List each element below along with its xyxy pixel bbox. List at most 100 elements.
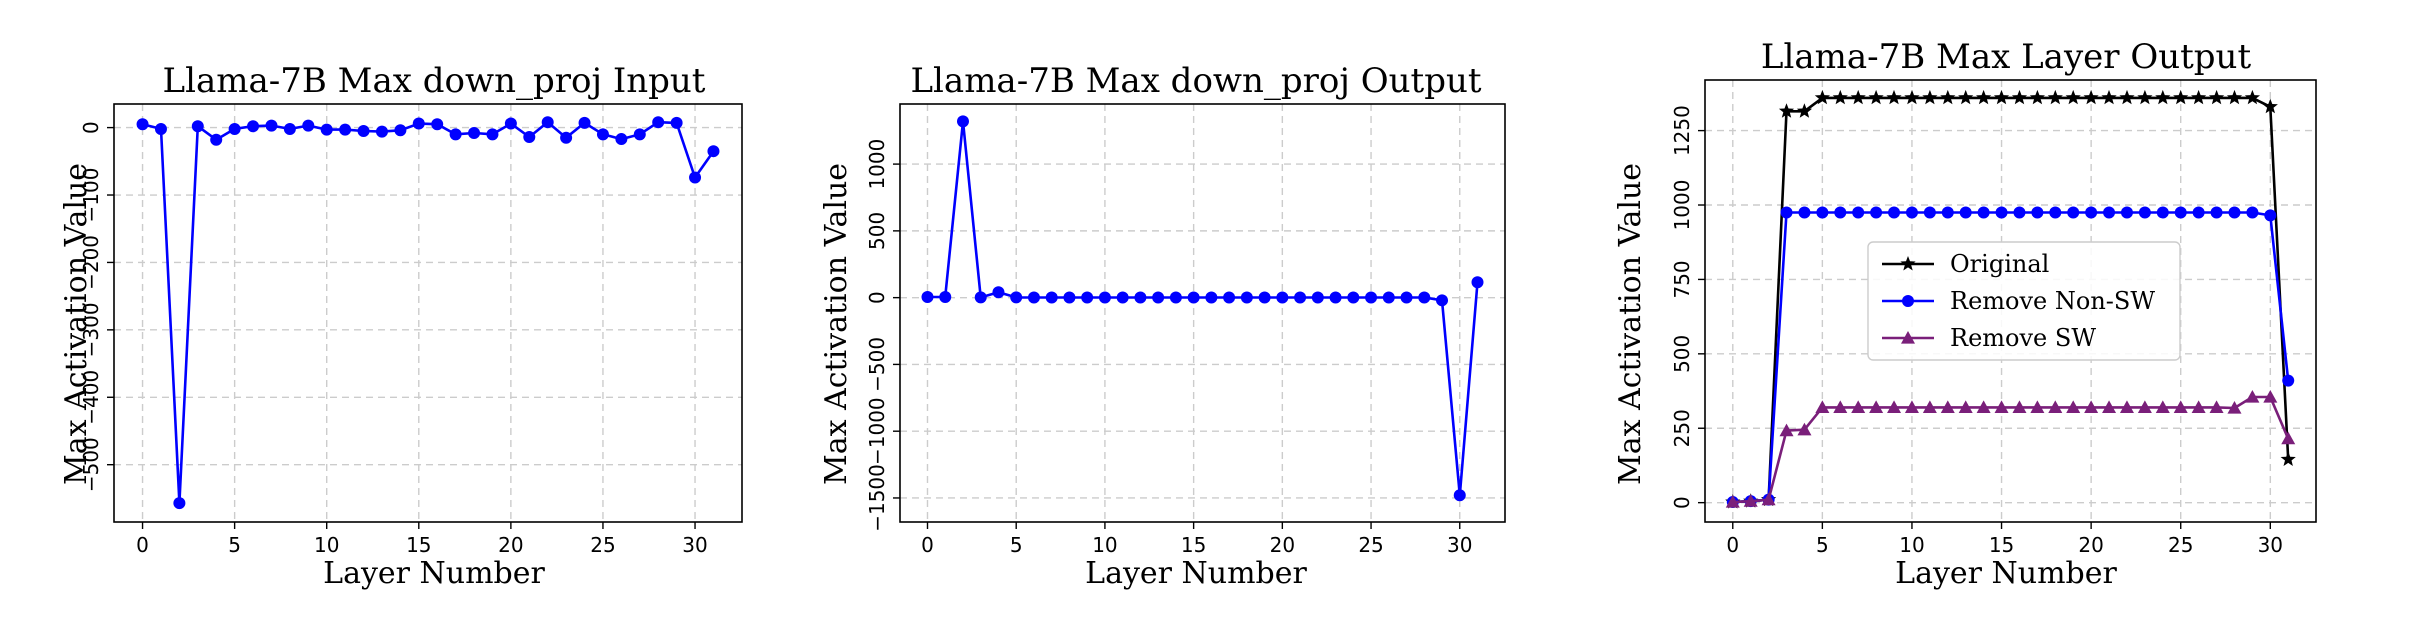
data-point: [339, 123, 352, 136]
data-point: [1814, 89, 1830, 105]
chart-panel-layer-output: Llama-7B Max Layer Output Layer Number M…: [1613, 37, 2317, 591]
data-point: [1887, 400, 1902, 414]
data-point: [1205, 291, 1218, 304]
y-tick-label: −100: [79, 168, 103, 223]
data-point: [302, 119, 315, 132]
data-point: [523, 131, 536, 144]
x-tick-label: 0: [136, 533, 149, 557]
data-point: [2208, 89, 2225, 105]
data-point: [2102, 400, 2117, 414]
data-point: [1901, 331, 1915, 344]
x-axis-label: Layer Number: [1085, 556, 1307, 591]
legend-label: Remove SW: [1950, 324, 2096, 352]
x-axis-label: Layer Number: [323, 556, 545, 591]
data-point: [652, 116, 665, 129]
data-point: [1027, 291, 1040, 304]
data-point: [1815, 400, 1830, 414]
series-line: [142, 120, 715, 505]
data-point: [1941, 206, 1954, 219]
data-point: [2226, 89, 2243, 105]
data-point: [974, 291, 987, 304]
plot-area: 0 5 10 15 20 25 30 0 −100 −200 −300 −400 −500: [79, 103, 743, 557]
y-tick-label: −500: [865, 337, 889, 392]
x-tick-label: 20: [498, 533, 523, 557]
x-tick-label: 0: [1726, 533, 1739, 557]
data-point: [1900, 256, 1916, 271]
data-point: [1923, 206, 1936, 219]
data-point: [2191, 89, 2207, 105]
data-point: [1063, 291, 1076, 304]
data-point: [1905, 206, 1918, 219]
y-tick-label: −200: [79, 235, 103, 290]
data-point: [689, 171, 702, 184]
data-point: [431, 118, 444, 131]
data-point: [2227, 401, 2242, 414]
data-point: [1471, 276, 1484, 289]
data-point: [2013, 206, 2026, 219]
data-point: [2246, 206, 2259, 219]
data-point: [1904, 89, 1920, 105]
data-point: [2084, 400, 2099, 414]
data-point: [1834, 206, 1847, 219]
y-tick-label: 0: [865, 291, 889, 304]
data-point: [1187, 291, 1200, 304]
x-tick-label: 10: [1899, 533, 1924, 557]
data-point: [2262, 98, 2278, 114]
plot-area: 0 5 10 15 20 25 30 0 250 500 750 1000 1250: [1670, 79, 2317, 557]
data-point: [1453, 489, 1466, 502]
data-point: [670, 116, 683, 129]
data-point: [992, 286, 1005, 299]
data-point: [1959, 206, 1972, 219]
y-tick-label: 500: [1670, 335, 1694, 373]
data-point: [228, 122, 241, 135]
data-point: [320, 123, 333, 136]
data-point: [1169, 291, 1182, 304]
data-point: [1851, 400, 1866, 414]
x-tick-label: 10: [314, 533, 339, 557]
data-point: [283, 122, 296, 135]
chart-panel-down-proj-input: Llama-7B Max down_proj Input Layer Numbe…: [59, 61, 743, 591]
data-point: [1761, 492, 1776, 506]
data-point: [2119, 89, 2135, 105]
x-tick-label: 5: [1010, 533, 1023, 557]
data-point: [1922, 89, 1938, 105]
data-point: [210, 133, 223, 146]
data-point: [1888, 206, 1901, 219]
data-point: [1223, 291, 1236, 304]
data-point: [2244, 89, 2260, 105]
chart-title: Llama-7B Max down_proj Input: [163, 61, 706, 101]
data-point: [173, 497, 186, 510]
x-tick-label: 30: [682, 533, 707, 557]
x-tick-label: 15: [1181, 533, 1206, 557]
data-point: [2210, 206, 2223, 219]
data-point: [560, 131, 573, 144]
data-point: [1347, 291, 1360, 304]
data-point: [2120, 206, 2133, 219]
data-point: [956, 115, 969, 128]
data-point: [2047, 89, 2063, 105]
data-point: [2245, 389, 2260, 403]
data-point: [1725, 495, 1740, 508]
data-point: [1010, 291, 1023, 304]
data-point: [1993, 89, 2010, 105]
data-point: [1958, 89, 1974, 105]
data-point: [1382, 291, 1395, 304]
y-tick-label: 0: [79, 121, 103, 134]
plot-area: 0 5 10 15 20 25 30 1000 500 0 −500 −1000−1500: [865, 103, 1506, 557]
data-point: [1977, 206, 1990, 219]
data-point: [1098, 291, 1111, 304]
data-point: [2011, 89, 2028, 105]
data-point: [596, 128, 609, 141]
data-point: [1365, 291, 1378, 304]
data-point: [2137, 400, 2152, 414]
data-point: [1940, 400, 1955, 414]
y-tick-label: 500: [865, 212, 889, 250]
data-point: [265, 119, 278, 132]
data-point: [394, 124, 407, 137]
data-point: [1436, 294, 1449, 307]
data-point: [1869, 400, 1884, 414]
data-point: [2103, 206, 2116, 219]
data-point: [449, 128, 462, 141]
data-point: [1134, 291, 1147, 304]
